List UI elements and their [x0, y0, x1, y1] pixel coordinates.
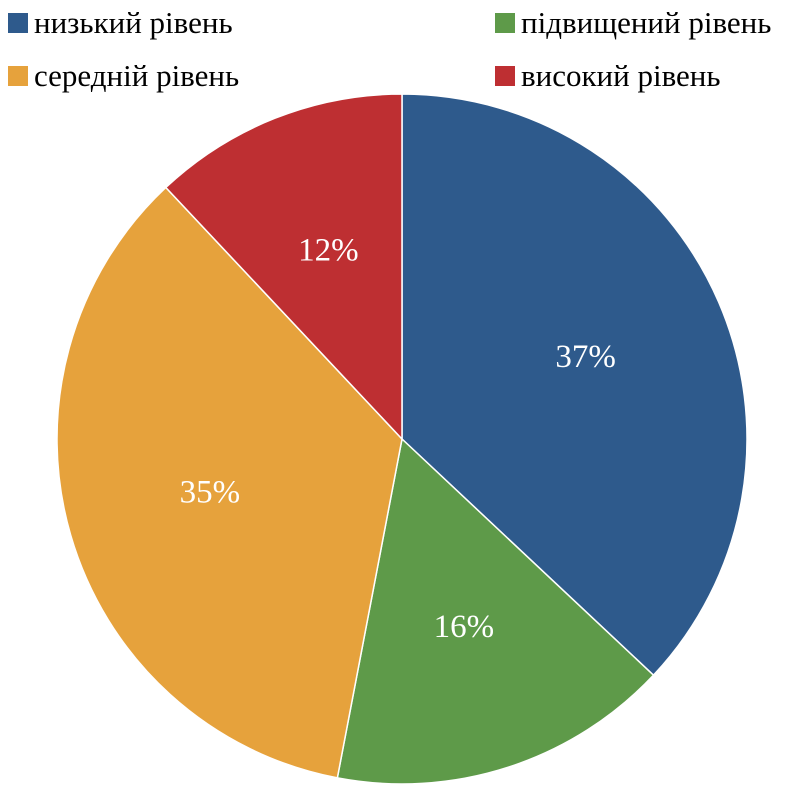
legend-label-medium: середній рівень	[34, 58, 240, 93]
pie-slice-low	[401, 93, 748, 677]
legend-label-low: низький рівень	[34, 5, 233, 40]
legend-label-high: високий рівень	[521, 58, 721, 93]
pie-slice-medium	[56, 186, 403, 779]
legend-swatch-elevated	[495, 13, 515, 33]
legend-swatch-low	[8, 13, 28, 33]
legend-swatch-high	[495, 66, 515, 86]
data-label-elevated: 16%	[434, 609, 495, 645]
data-label-high: 12%	[298, 233, 359, 269]
legend-swatch-medium	[8, 66, 28, 86]
legend-item-medium: середній рівень	[8, 58, 240, 93]
legend-label-elevated: підвищений рівень	[521, 5, 772, 40]
legend-item-low: низький рівень	[8, 5, 233, 40]
legend-item-high: високий рівень	[495, 58, 721, 93]
pie-slice-high	[164, 93, 403, 441]
chart-legend: низький рівень підвищений рівень середні…	[0, 0, 802, 95]
data-label-low: 37%	[555, 339, 616, 375]
data-label-medium: 35%	[180, 474, 241, 510]
legend-item-elevated: підвищений рівень	[495, 5, 772, 40]
pie-slice-elevated	[336, 437, 655, 785]
